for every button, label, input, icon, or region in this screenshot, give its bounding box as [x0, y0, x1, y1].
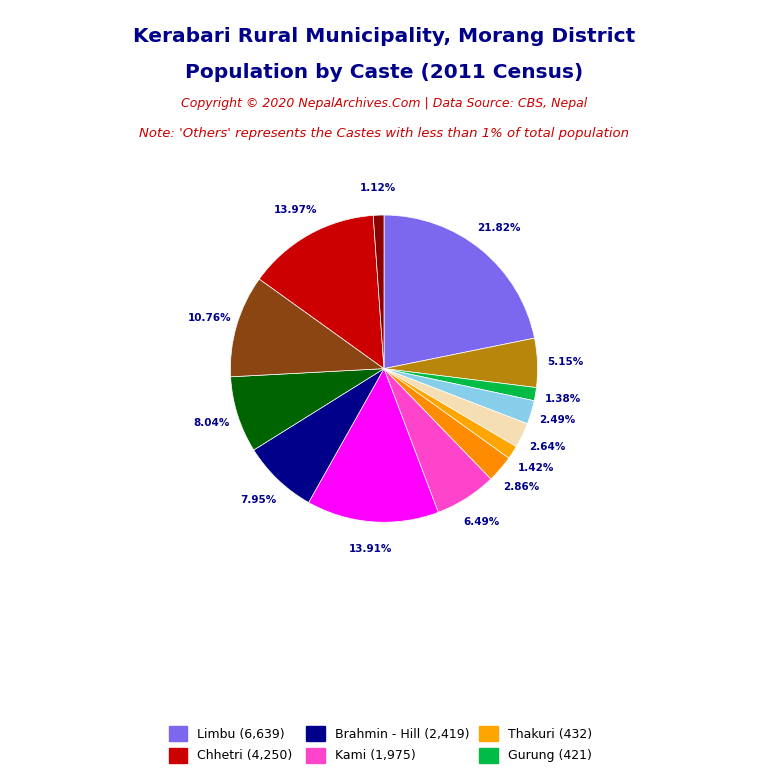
Text: 2.49%: 2.49% — [540, 415, 576, 425]
Wedge shape — [384, 369, 536, 401]
Wedge shape — [384, 338, 538, 388]
Text: 8.04%: 8.04% — [193, 419, 230, 429]
Text: Copyright © 2020 NepalArchives.Com | Data Source: CBS, Nepal: Copyright © 2020 NepalArchives.Com | Dat… — [181, 97, 587, 110]
Legend: Limbu (6,639), Chhetri (4,250), Magar (4,234), Rai (3,275), Tamang (2,447), Brah: Limbu (6,639), Chhetri (4,250), Magar (4… — [164, 721, 604, 768]
Text: 1.38%: 1.38% — [545, 394, 581, 404]
Text: Population by Caste (2011 Census): Population by Caste (2011 Census) — [185, 63, 583, 82]
Text: 2.64%: 2.64% — [529, 442, 565, 452]
Wedge shape — [373, 215, 384, 369]
Wedge shape — [230, 369, 384, 450]
Wedge shape — [230, 279, 384, 377]
Wedge shape — [384, 215, 535, 369]
Wedge shape — [384, 369, 535, 424]
Text: 1.42%: 1.42% — [518, 462, 554, 472]
Text: 7.95%: 7.95% — [240, 495, 277, 505]
Text: 6.49%: 6.49% — [463, 517, 499, 527]
Text: 2.86%: 2.86% — [503, 482, 539, 492]
Wedge shape — [253, 369, 384, 502]
Wedge shape — [384, 369, 528, 447]
Text: 5.15%: 5.15% — [547, 356, 583, 367]
Text: Kerabari Rural Municipality, Morang District: Kerabari Rural Municipality, Morang Dist… — [133, 27, 635, 46]
Wedge shape — [384, 369, 516, 458]
Wedge shape — [260, 215, 384, 369]
Text: Note: 'Others' represents the Castes with less than 1% of total population: Note: 'Others' represents the Castes wit… — [139, 127, 629, 140]
Wedge shape — [384, 369, 491, 512]
Text: 10.76%: 10.76% — [188, 313, 232, 323]
Text: 21.82%: 21.82% — [477, 223, 521, 233]
Wedge shape — [384, 369, 509, 479]
Wedge shape — [309, 369, 439, 522]
Text: 13.97%: 13.97% — [274, 205, 317, 215]
Text: 13.91%: 13.91% — [349, 545, 392, 554]
Text: 1.12%: 1.12% — [359, 183, 396, 193]
